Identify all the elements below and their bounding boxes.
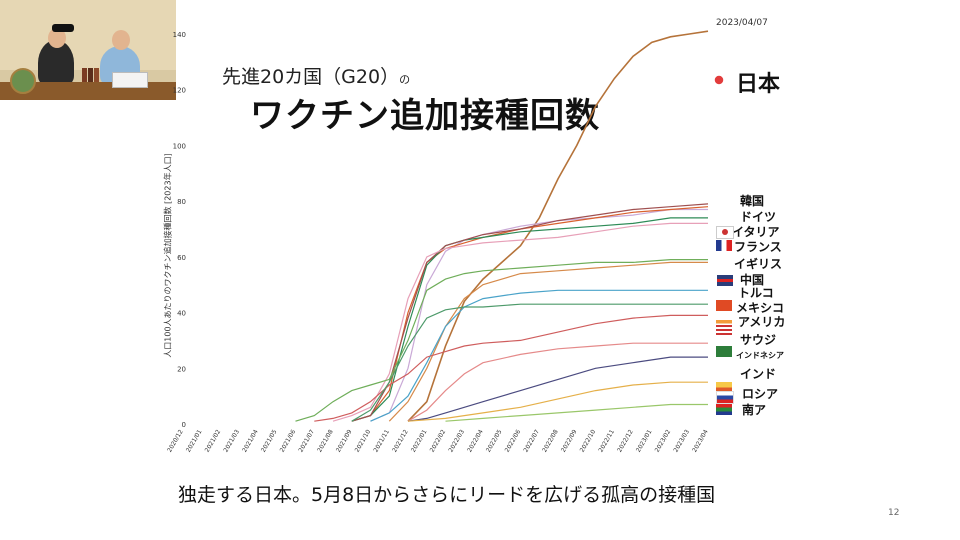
slide-caption: 独走する日本。5月8日からさらにリードを広げる孤高の接種国 — [178, 484, 716, 506]
series-line-10 — [351, 303, 708, 422]
y-tick-label: 140 — [173, 31, 186, 39]
usa-flag-icon — [716, 325, 732, 336]
series-line-8 — [370, 289, 708, 422]
legend-item-india: インド — [740, 367, 777, 381]
x-tick-label: 2022/08 — [541, 428, 560, 453]
legend-item-korea: 韓国 — [740, 194, 765, 208]
series-line-7 — [295, 259, 708, 422]
legend-label-japan: 日本 — [736, 72, 781, 97]
y-tick-label: 20 — [177, 365, 186, 373]
y-axis-ticks: 0 20 40 60 80 100 120 140 — [173, 31, 186, 429]
x-tick-label: 2023/03 — [672, 428, 691, 453]
x-tick-label: 2023/02 — [654, 428, 673, 453]
x-tick-label: 2022/06 — [504, 428, 523, 453]
x-tick-label: 2022/03 — [447, 428, 466, 453]
page-number: 12 — [888, 508, 900, 518]
presenter-video-inset — [0, 0, 176, 100]
x-tick-label: 2022/11 — [597, 428, 616, 453]
legend-item-france: フランス — [734, 240, 782, 254]
series-line-0 — [407, 30, 709, 422]
y-tick-label: 100 — [173, 142, 186, 150]
x-tick-label: 2022/05 — [485, 428, 504, 453]
series-lines — [295, 30, 709, 422]
y-tick-label: 120 — [173, 87, 186, 95]
x-tick-label: 2022/10 — [579, 428, 598, 453]
x-tick-label: 2021/10 — [354, 428, 373, 453]
legend-item-south-africa: 南ア — [742, 403, 767, 417]
x-tick-label: 2022/04 — [466, 428, 485, 453]
series-line-4 — [351, 203, 709, 422]
chart-subtitle: 先進20カ国（G20）の — [222, 62, 410, 89]
book-icon — [88, 68, 93, 82]
x-tick-label: 2021/09 — [335, 428, 354, 453]
legend-item-germany: ドイツ — [740, 210, 777, 224]
south-africa-flag-icon — [716, 404, 732, 415]
series-line-11 — [407, 342, 708, 422]
laptop-icon — [112, 72, 148, 88]
saudi-flag-icon — [716, 346, 732, 357]
x-tick-label: 2022/09 — [560, 428, 579, 453]
chart-date: 2023/04/07 — [716, 18, 768, 28]
video-background-wall — [0, 0, 176, 70]
x-tick-label: 2020/12 — [166, 428, 185, 453]
china-flag-icon — [716, 300, 732, 311]
series-line-14 — [445, 403, 708, 422]
y-tick-label: 80 — [177, 198, 186, 206]
legend-item-saudi: サウジ — [740, 333, 777, 347]
subtitle-suffix: の — [399, 73, 411, 86]
book-icon — [94, 68, 99, 82]
y-tick-label: 0 — [182, 421, 186, 429]
presenter-right-head — [112, 30, 130, 50]
book-icon — [82, 68, 87, 82]
legend-item-indonesia: インドネシア — [736, 351, 784, 360]
x-axis-ticks: 2020/12 2021/01 2021/02 2021/03 2021/04 2021/… — [166, 428, 710, 453]
subtitle-text: 先進20カ国（G20） — [222, 66, 400, 88]
japan-flag-icon — [713, 74, 725, 86]
series-line-3 — [351, 217, 708, 422]
legend-item-italy: イタリア — [732, 225, 780, 239]
legend-item-russia: ロシア — [742, 387, 779, 401]
series-line-12 — [407, 356, 708, 422]
legend-item-mexico: メキシコ — [736, 301, 785, 315]
indonesia-flag-icon — [716, 382, 732, 393]
x-tick-label: 2021/08 — [316, 428, 335, 453]
x-tick-label: 2021/12 — [391, 428, 410, 453]
x-tick-label: 2021/05 — [260, 428, 279, 453]
x-tick-label: 2021/02 — [204, 428, 223, 453]
series-line-2 — [351, 206, 709, 422]
legend-item-china: 中国 — [740, 273, 765, 287]
presenter-right-hat — [52, 24, 74, 32]
x-tick-label: 2021/06 — [279, 428, 298, 453]
y-tick-label: 40 — [177, 310, 186, 318]
russia-flag-icon — [716, 391, 734, 404]
legend-item-turkey: トルコ — [738, 286, 774, 300]
x-tick-label: 2022/12 — [616, 428, 635, 453]
presenter-left-head — [48, 28, 66, 48]
legend-item-uk: イギリス — [734, 257, 783, 271]
series-line-9 — [314, 314, 708, 422]
x-tick-label: 2021/01 — [185, 428, 204, 453]
x-tick-label: 2021/03 — [222, 428, 241, 453]
x-tick-label: 2022/02 — [429, 428, 448, 453]
korea-flag-icon — [716, 226, 734, 239]
y-tick-label: 60 — [177, 254, 186, 262]
x-tick-label: 2022/07 — [522, 428, 541, 453]
legend-item-usa: アメリカ — [738, 315, 786, 329]
x-tick-label: 2021/07 — [297, 428, 316, 453]
globe-icon — [10, 68, 36, 94]
series-line-13 — [407, 381, 708, 422]
series-line-6 — [388, 261, 708, 422]
x-tick-label: 2022/01 — [410, 428, 429, 453]
x-tick-label: 2021/11 — [372, 428, 391, 453]
x-tick-label: 2023/04 — [691, 428, 710, 453]
france-flag-icon — [716, 240, 732, 251]
uk-flag-icon — [716, 274, 734, 287]
x-tick-label: 2021/04 — [241, 428, 260, 453]
chart-title: ワクチン追加接種回数 — [250, 96, 600, 136]
x-tick-label: 2023/01 — [635, 428, 654, 453]
series-line-1 — [370, 208, 708, 422]
